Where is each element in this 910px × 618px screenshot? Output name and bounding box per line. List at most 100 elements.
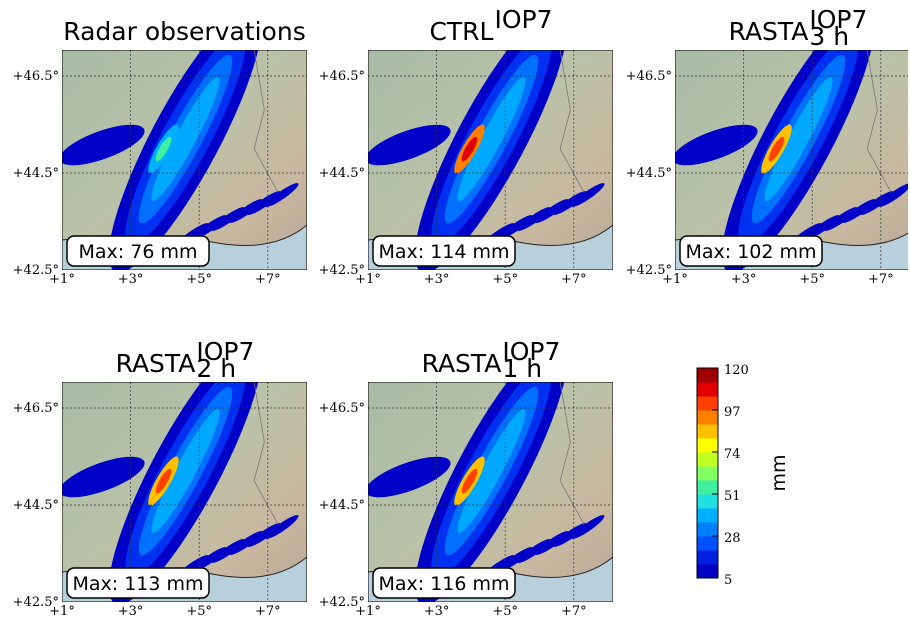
border xyxy=(559,50,585,193)
max-box xyxy=(372,235,516,267)
lon-tick-label: +5° xyxy=(799,272,825,287)
precip xyxy=(764,77,833,202)
panel-title: CTRL xyxy=(429,17,493,46)
precip-streak xyxy=(265,183,299,207)
colorbar-step xyxy=(697,480,718,495)
lon-tick-label: +5° xyxy=(492,604,518,618)
lat-tick-label: +46.5° xyxy=(13,69,59,84)
precip-streak xyxy=(229,199,263,223)
precip-streak xyxy=(211,207,245,231)
lat-tick-label: +44.5° xyxy=(319,498,365,513)
precip-streak xyxy=(535,199,569,223)
lon-tick-label: +5° xyxy=(186,272,212,287)
colorbar-step xyxy=(697,466,718,481)
precip xyxy=(151,409,220,534)
lat-tick-label: +44.5° xyxy=(626,166,672,181)
precip-west xyxy=(62,124,145,166)
colorbar-step xyxy=(697,452,718,467)
colorbar-step xyxy=(697,564,718,579)
precip-streak xyxy=(806,215,840,239)
lat-tick-label: +44.5° xyxy=(13,498,59,513)
colorbar-tick-label: 51 xyxy=(724,489,741,504)
lon-tick-label: +5° xyxy=(492,272,518,287)
colorbar-step xyxy=(697,382,718,397)
colorbar-tick-label: 28 xyxy=(724,531,741,546)
colorbar-step xyxy=(697,522,718,537)
lat-tick-label: +46.5° xyxy=(319,69,365,84)
max-label: Max: 76 mm xyxy=(79,241,198,263)
lon-tick-label: +7° xyxy=(255,272,281,287)
precip xyxy=(151,77,220,202)
max-label: Max: 113 mm xyxy=(72,573,203,595)
border xyxy=(559,382,585,525)
precip-streak xyxy=(824,207,858,231)
lon-tick-label: +7° xyxy=(561,604,587,618)
precip-core xyxy=(155,136,172,162)
title-sup: IOP7 xyxy=(502,337,560,366)
lon-tick-label: +3° xyxy=(424,604,450,618)
precip-streak xyxy=(247,523,281,547)
lon-tick-label: +7° xyxy=(561,272,587,287)
precip-core xyxy=(461,468,478,494)
lon-tick-label: +1° xyxy=(355,604,381,618)
precip xyxy=(457,409,526,534)
precip-streak xyxy=(193,547,227,571)
lon-tick-label: +7° xyxy=(868,272,894,287)
max-label: Max: 114 mm xyxy=(378,241,509,263)
precip-core xyxy=(155,468,172,494)
precip-core xyxy=(768,136,785,162)
max-box xyxy=(679,235,823,267)
precip-streak xyxy=(265,515,299,539)
colorbar-tick-label: 120 xyxy=(724,363,749,378)
lon-tick-label: +3° xyxy=(731,272,757,287)
precip xyxy=(457,77,526,202)
lon-tick-label: +3° xyxy=(424,272,450,287)
border xyxy=(253,50,279,193)
lat-tick-label: +42.5° xyxy=(13,595,59,610)
title-sup: IOP7 xyxy=(809,5,867,34)
colorbar-step xyxy=(697,410,718,425)
max-box xyxy=(66,235,210,267)
precip-streak xyxy=(193,215,227,239)
colorbar-step xyxy=(697,508,718,523)
lat-tick-label: +42.5° xyxy=(319,595,365,610)
colorbar-step xyxy=(697,494,718,509)
max-label: Max: 116 mm xyxy=(378,573,509,595)
panel-title: RASTA xyxy=(116,349,196,378)
lat-tick-label: +44.5° xyxy=(319,166,365,181)
colorbar-tick-label: 5 xyxy=(724,573,732,588)
colorbar-step xyxy=(697,424,718,439)
lon-tick-label: +1° xyxy=(49,604,75,618)
lat-tick-label: +46.5° xyxy=(626,69,672,84)
precip-streak xyxy=(553,523,587,547)
border xyxy=(866,50,892,193)
precip-west xyxy=(368,456,451,498)
colorbar-frame xyxy=(696,367,719,579)
precip-streak xyxy=(517,539,551,563)
precip-streak xyxy=(517,207,551,231)
title-sup: IOP7 xyxy=(494,5,552,34)
precip-west xyxy=(62,456,145,498)
lon-tick-label: +3° xyxy=(118,272,144,287)
lon-tick-label: +1° xyxy=(49,272,75,287)
map-panel xyxy=(675,50,908,270)
precip-streak xyxy=(535,531,569,555)
panel-title: RASTA xyxy=(422,349,502,378)
colorbar-tick-label: 74 xyxy=(724,447,741,462)
colorbar-label: mm xyxy=(768,454,790,491)
colorbar-tick-label: 97 xyxy=(724,405,741,420)
lat-tick-label: +42.5° xyxy=(13,263,59,278)
title-sub: 2 h xyxy=(196,354,236,383)
lat-tick-label: +44.5° xyxy=(13,166,59,181)
precip-streak xyxy=(842,199,876,223)
lon-tick-label: +1° xyxy=(662,272,688,287)
panel-title: RASTA xyxy=(729,17,809,46)
lat-tick-label: +46.5° xyxy=(319,401,365,416)
precip-west xyxy=(368,124,451,166)
precip-west xyxy=(675,124,758,166)
precip-core xyxy=(461,136,478,162)
lon-tick-label: +7° xyxy=(255,604,281,618)
colorbar-step xyxy=(697,536,718,551)
max-label: Max: 102 mm xyxy=(685,241,816,263)
